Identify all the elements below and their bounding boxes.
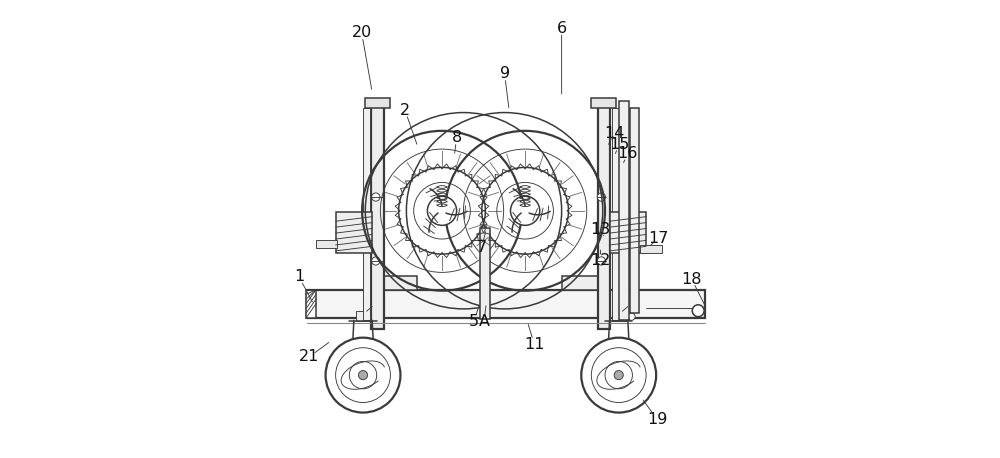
Text: 11: 11 <box>524 337 544 352</box>
Bar <box>610 212 646 253</box>
Bar <box>365 98 390 108</box>
Bar <box>598 101 610 329</box>
Text: 13: 13 <box>590 222 611 236</box>
Text: 8: 8 <box>451 130 462 145</box>
Text: 20: 20 <box>352 25 372 40</box>
Circle shape <box>372 313 379 320</box>
Bar <box>306 290 316 318</box>
Text: 17: 17 <box>648 231 669 245</box>
Text: 15: 15 <box>609 137 630 152</box>
Circle shape <box>628 313 635 320</box>
Circle shape <box>605 361 632 389</box>
Text: 18: 18 <box>682 272 702 287</box>
Text: A: A <box>479 314 490 329</box>
Text: 7: 7 <box>477 240 487 255</box>
Text: 21: 21 <box>299 349 319 365</box>
Bar <box>612 108 619 320</box>
Circle shape <box>372 257 380 265</box>
Circle shape <box>597 257 605 265</box>
Circle shape <box>326 338 400 413</box>
Bar <box>562 276 603 290</box>
Bar <box>376 276 417 290</box>
Circle shape <box>581 338 656 413</box>
Text: 14: 14 <box>604 125 624 141</box>
Text: 9: 9 <box>500 66 510 81</box>
Bar <box>336 212 372 253</box>
Bar <box>630 108 639 313</box>
Bar <box>307 290 705 318</box>
Text: 12: 12 <box>590 253 611 268</box>
Text: 6: 6 <box>557 21 567 36</box>
Text: 16: 16 <box>618 146 638 161</box>
Text: 5: 5 <box>469 314 479 329</box>
Circle shape <box>692 305 704 316</box>
Circle shape <box>336 348 390 403</box>
Circle shape <box>597 193 605 201</box>
Bar <box>640 245 662 253</box>
Text: 2: 2 <box>400 103 410 118</box>
Circle shape <box>349 361 377 389</box>
Bar <box>619 101 629 320</box>
Circle shape <box>591 348 646 403</box>
Circle shape <box>614 371 623 380</box>
Text: 19: 19 <box>647 412 668 427</box>
Bar <box>591 98 616 108</box>
Bar <box>356 311 370 321</box>
Bar <box>480 228 490 319</box>
Circle shape <box>511 196 540 225</box>
Bar <box>316 240 337 248</box>
Circle shape <box>372 193 380 201</box>
Bar <box>371 101 384 329</box>
Circle shape <box>427 196 457 225</box>
Bar <box>612 311 626 321</box>
Circle shape <box>358 371 368 380</box>
Text: 1: 1 <box>294 269 304 284</box>
Bar <box>363 108 370 320</box>
